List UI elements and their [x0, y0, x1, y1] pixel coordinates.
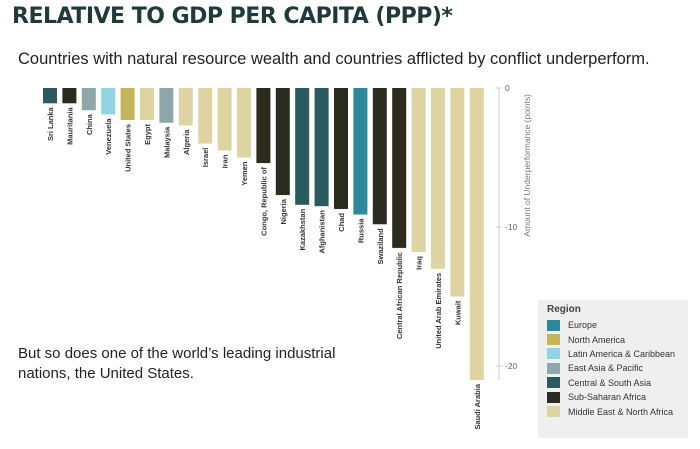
bar-malaysia — [159, 88, 174, 123]
legend-swatch — [547, 362, 560, 374]
category-label: Venezuela — [104, 118, 113, 155]
bar-chad — [334, 88, 348, 209]
bar-egypt — [140, 88, 154, 120]
bar-mauritania — [62, 88, 77, 104]
legend-swatch — [547, 406, 560, 418]
legend-title: Region — [547, 304, 581, 315]
legend-swatch — [547, 334, 560, 346]
legend-label: East Asia & Pacific — [568, 363, 644, 374]
bar-russia — [353, 88, 368, 215]
category-label: Afghanistan — [318, 210, 327, 254]
bar-china — [81, 88, 96, 111]
category-label: Sri Lanka — [46, 106, 55, 141]
category-label: Chad — [337, 213, 346, 232]
bar-iran — [217, 88, 232, 151]
bar-congo-republic-of — [256, 88, 271, 164]
category-label: Kuwait — [453, 300, 462, 325]
category-label: Mauritania — [65, 106, 74, 144]
legend-label: Latin America & Caribbean — [568, 348, 676, 359]
category-label: Iraq — [415, 256, 424, 270]
y-tick-label: 0 — [505, 83, 510, 93]
bar-afghanistan — [314, 88, 329, 207]
legend-item: Latin America & Caribbean — [547, 347, 688, 361]
legend-item: North America — [547, 332, 688, 346]
category-label: Central African Republic — [395, 252, 404, 339]
category-label: Swaziland — [376, 228, 385, 265]
legend-label: North America — [568, 334, 626, 345]
category-label: Yemen — [240, 161, 249, 186]
bar-swaziland — [372, 88, 387, 225]
legend-item: Middle East & North Africa — [547, 404, 688, 418]
category-label: Algeria — [182, 129, 191, 155]
region-legend: Region Europe North America Latin America … — [538, 300, 688, 438]
bar-israel — [198, 88, 213, 144]
legend-label: Central & South Asia — [568, 377, 652, 388]
legend-items: Europe North America Latin America & Carib… — [547, 318, 688, 419]
bar-algeria — [178, 88, 193, 126]
bar-united-arab-emirates — [431, 88, 445, 269]
category-label: Kazakhstan — [298, 208, 307, 250]
legend-label: Europe — [568, 320, 598, 331]
chart-subtitle: Countries with natural resource wealth a… — [18, 50, 650, 68]
legend-swatch — [547, 377, 560, 389]
bar-saudi-arabia — [469, 88, 484, 380]
bar-kuwait — [450, 88, 465, 297]
category-label: Egypt — [143, 123, 152, 144]
category-label: Israel — [201, 148, 210, 168]
legend-swatch — [547, 319, 560, 331]
category-label: Iran — [221, 154, 230, 168]
legend-label: Sub-Saharan Africa — [568, 392, 647, 403]
y-axis-label: Amount of Underperformance (points) — [522, 94, 532, 237]
category-label: China — [85, 113, 94, 135]
legend-item: East Asia & Pacific — [547, 361, 688, 375]
category-label: United States — [124, 124, 133, 172]
category-label: Malaysia — [162, 126, 171, 158]
bar-kazakhstan — [295, 88, 310, 205]
y-tick-label: -10 — [505, 222, 518, 232]
bar-iraq — [411, 88, 426, 253]
category-label: Russia — [356, 218, 365, 243]
category-label: Saudi Arabia — [473, 383, 482, 429]
category-label: Nigeria — [279, 198, 288, 224]
annotation-note: But so does one of the world’s leading i… — [18, 345, 336, 382]
legend-swatch — [547, 391, 560, 403]
bar-yemen — [237, 88, 251, 158]
bar-sri-lanka — [43, 88, 57, 104]
category-label: United Arab Emirates — [434, 273, 443, 349]
legend-swatch — [547, 348, 560, 360]
legend-item: Sub-Saharan Africa — [547, 390, 688, 404]
chart-title: RELATIVE TO GDP PER CAPITA (PPP)* — [12, 4, 453, 29]
bar-united-states — [120, 88, 135, 120]
category-label: Congo, Republic of — [259, 167, 268, 236]
y-tick-label: -20 — [505, 361, 518, 371]
legend-item: Central & South Asia — [547, 376, 688, 390]
legend-label: Middle East & North Africa — [568, 406, 674, 417]
bar-central-african-republic — [392, 88, 407, 248]
legend-item: Europe — [547, 318, 688, 332]
bar-nigeria — [275, 88, 290, 196]
bar-venezuela — [101, 88, 116, 115]
